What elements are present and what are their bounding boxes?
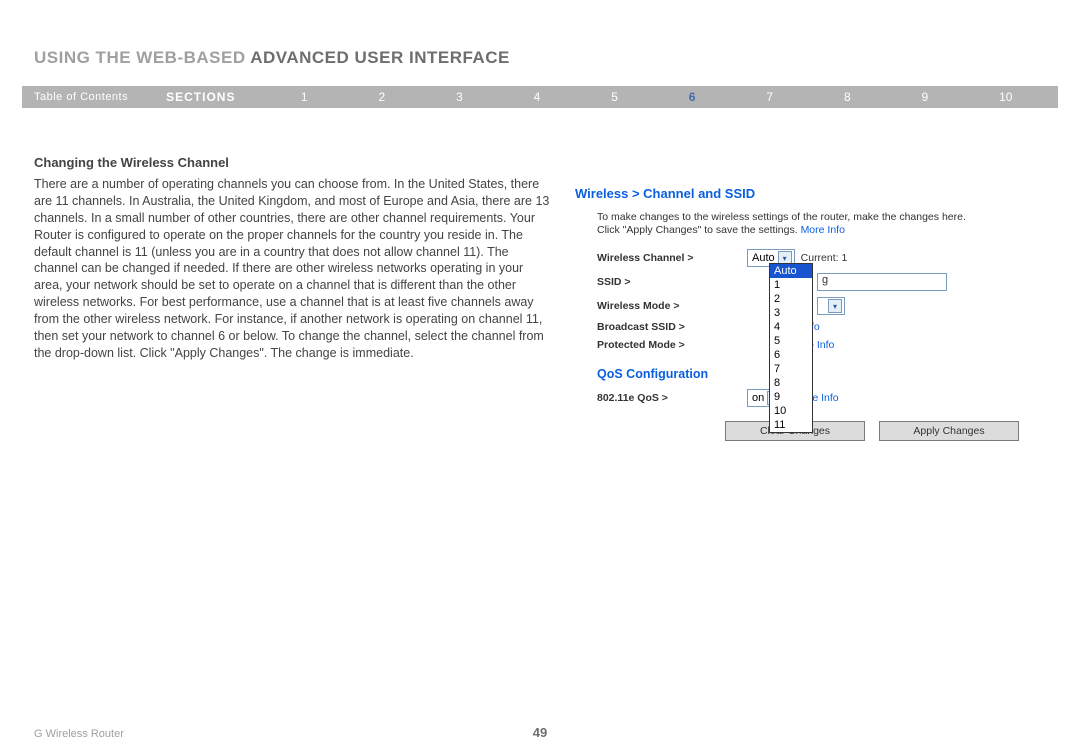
page-number: 49 xyxy=(533,725,547,740)
breadcrumb: Wireless > Channel and SSID xyxy=(575,186,1035,201)
toc-link[interactable]: Table of Contents xyxy=(34,91,128,103)
title-plain: USING THE WEB-BASED xyxy=(34,48,250,67)
section-nav-bar: Table of Contents SECTIONS 1 2 3 4 5 6 7 8 9 10 xyxy=(22,86,1058,108)
label-protected-mode: Protected Mode > xyxy=(597,339,747,351)
channel-option-4[interactable]: 4 xyxy=(770,320,812,334)
section-link-9[interactable]: 9 xyxy=(922,90,929,104)
article-content: Changing the Wireless Channel There are … xyxy=(34,155,554,362)
label-broadcast-ssid: Broadcast SSID > xyxy=(597,321,747,333)
row-wireless-channel: Wireless Channel > Auto ▾ Current: 1 xyxy=(597,249,1035,267)
page-footer: G Wireless Router 49 xyxy=(34,728,1046,740)
channel-option-7[interactable]: 7 xyxy=(770,362,812,376)
section-link-7[interactable]: 7 xyxy=(766,90,773,104)
label-wireless-mode: Wireless Mode > xyxy=(597,300,747,312)
row-ssid: SSID > g xyxy=(597,273,1035,291)
channel-option-6[interactable]: 6 xyxy=(770,348,812,362)
section-numbers: 1 2 3 4 5 6 7 8 9 10 xyxy=(265,90,1048,104)
qos-select-value: on xyxy=(752,392,764,404)
more-info-link[interactable]: More Info xyxy=(801,224,845,236)
title-highlight: ADVANCED USER INTERFACE xyxy=(250,48,510,67)
section-link-8[interactable]: 8 xyxy=(844,90,851,104)
form-zone: Wireless Channel > Auto ▾ Current: 1 Aut… xyxy=(597,249,1035,409)
section-heading: Changing the Wireless Channel xyxy=(34,155,554,170)
channel-options-listbox[interactable]: Auto1234567891011 xyxy=(769,263,813,433)
panel-description: To make changes to the wireless settings… xyxy=(597,211,977,237)
row-broadcast-ssid: Broadcast SSID > re Info xyxy=(597,321,1035,333)
section-link-10[interactable]: 10 xyxy=(999,90,1012,104)
row-wireless-mode: Wireless Mode > ▾ xyxy=(597,297,1035,315)
section-link-5[interactable]: 5 xyxy=(611,90,618,104)
apply-changes-button[interactable]: Apply Changes xyxy=(879,421,1019,441)
section-link-1[interactable]: 1 xyxy=(301,90,308,104)
channel-option-5[interactable]: 5 xyxy=(770,334,812,348)
channel-option-9[interactable]: 9 xyxy=(770,390,812,404)
sections-label: SECTIONS xyxy=(166,90,235,104)
channel-option-11[interactable]: 11 xyxy=(770,418,812,432)
qos-heading: QoS Configuration xyxy=(597,367,1035,381)
channel-option-auto[interactable]: Auto xyxy=(770,264,812,278)
row-protected-mode: Protected Mode > More Info xyxy=(597,339,1035,351)
channel-option-8[interactable]: 8 xyxy=(770,376,812,390)
chevron-down-icon: ▾ xyxy=(828,299,842,313)
mode-select[interactable]: ▾ xyxy=(817,297,845,315)
article-body: There are a number of operating channels… xyxy=(34,176,554,362)
product-name: G Wireless Router xyxy=(34,728,124,740)
page-title: USING THE WEB-BASED ADVANCED USER INTERF… xyxy=(34,48,510,68)
label-ssid: SSID > xyxy=(597,276,747,288)
label-qos: 802.11e QoS > xyxy=(597,392,747,404)
channel-option-3[interactable]: 3 xyxy=(770,306,812,320)
channel-option-10[interactable]: 10 xyxy=(770,404,812,418)
ssid-input[interactable]: g xyxy=(817,273,947,291)
panel-desc-text: To make changes to the wireless settings… xyxy=(597,211,966,236)
channel-option-1[interactable]: 1 xyxy=(770,278,812,292)
router-settings-panel: Wireless > Channel and SSID To make chan… xyxy=(575,186,1035,441)
channel-option-2[interactable]: 2 xyxy=(770,292,812,306)
section-link-6[interactable]: 6 xyxy=(689,90,696,104)
section-link-3[interactable]: 3 xyxy=(456,90,463,104)
row-qos: 802.11e QoS > on ▾ More Info xyxy=(597,389,1035,407)
section-link-2[interactable]: 2 xyxy=(378,90,385,104)
section-link-4[interactable]: 4 xyxy=(534,90,541,104)
label-wireless-channel: Wireless Channel > xyxy=(597,252,747,264)
